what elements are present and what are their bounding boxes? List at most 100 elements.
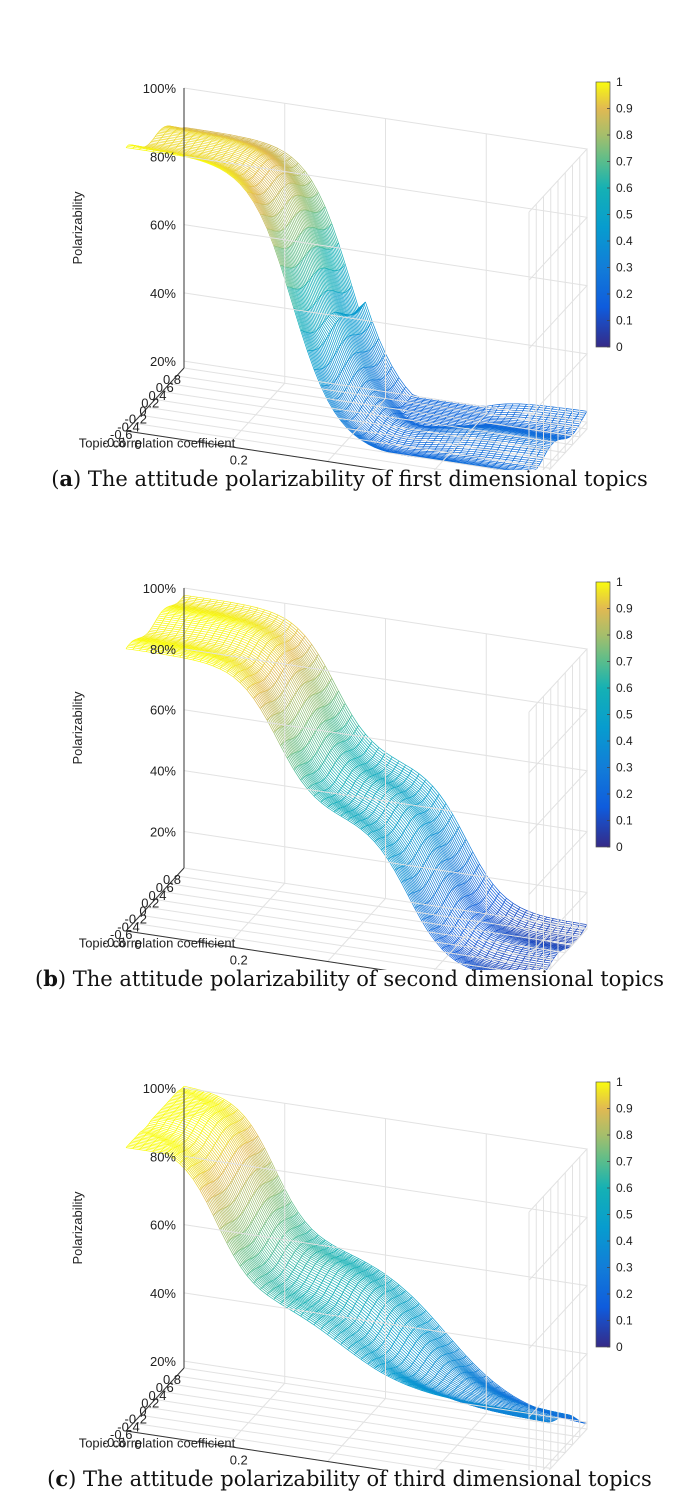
surface-mesh-line — [260, 144, 263, 146]
surface-mesh-line — [324, 367, 333, 384]
surface-mesh-line — [247, 191, 256, 203]
surface-mesh-line — [197, 156, 205, 159]
surface-mesh-line — [518, 449, 526, 452]
surface-mesh-line — [391, 423, 394, 426]
surface-mesh-line — [420, 410, 422, 413]
surface-mesh-line — [339, 292, 347, 316]
surface-mesh-line — [291, 182, 300, 196]
surface-mesh-line — [331, 329, 339, 349]
surface-mesh-line — [263, 161, 266, 164]
surface-mesh-line — [380, 359, 383, 362]
surface-mesh-line — [360, 424, 368, 432]
surface-mesh-line — [322, 247, 330, 270]
surface-mesh-line — [461, 450, 469, 452]
surface-mesh-line — [290, 287, 298, 310]
surface-mesh-line — [301, 259, 310, 281]
surface-mesh-line — [382, 357, 391, 371]
surface-mesh-line — [325, 365, 328, 367]
surface-mesh-line — [270, 182, 273, 185]
surface-mesh-line — [385, 375, 394, 387]
surface-mesh-line — [176, 137, 184, 139]
surface-mesh-line — [497, 449, 505, 451]
surface-mesh-line — [214, 155, 222, 159]
surface-mesh-line — [361, 305, 364, 308]
surface-mesh-line — [347, 289, 356, 313]
surface-mesh-line — [256, 158, 264, 164]
surface-mesh-line — [264, 190, 267, 192]
surface-mesh-line — [489, 429, 497, 432]
surface-mesh-line — [460, 417, 468, 420]
surface-mesh-line — [195, 132, 198, 134]
surface-mesh-line — [521, 431, 529, 434]
surface-mesh-line — [321, 267, 330, 291]
surface-mesh-line — [384, 445, 386, 447]
surface-mesh-line — [338, 373, 341, 376]
surface-mesh-line — [415, 415, 418, 418]
surface-mesh-line — [272, 199, 281, 213]
surface-mesh-line — [375, 417, 378, 420]
surface-mesh-line — [430, 401, 437, 403]
surface-mesh-line — [373, 345, 382, 362]
surface-mesh-line — [326, 336, 329, 339]
surface-mesh-line — [453, 409, 461, 411]
surface-mesh-line — [133, 145, 136, 148]
surface-mesh-line — [304, 228, 313, 249]
surface-mesh-line — [349, 356, 352, 359]
surface-mesh-line — [176, 135, 178, 138]
surface-mesh-line — [266, 173, 274, 182]
surface-mesh-line — [417, 406, 425, 409]
surface-mesh-line — [450, 420, 458, 423]
surface-mesh-line — [406, 409, 414, 412]
surface-mesh-line — [318, 269, 326, 292]
surface-mesh-line — [371, 444, 379, 449]
surface-mesh-line — [268, 170, 277, 179]
surface-mesh-line — [395, 420, 403, 425]
surface-mesh-line — [331, 270, 339, 293]
surface-mesh-line — [535, 424, 543, 426]
surface-mesh-line — [410, 414, 417, 417]
surface-mesh-line — [241, 183, 249, 193]
surface-mesh-line — [553, 437, 561, 440]
surface-mesh-line — [465, 454, 473, 456]
surface-mesh-line — [247, 179, 250, 181]
surface-mesh-line — [261, 214, 269, 230]
surface-mesh-line — [273, 158, 281, 166]
surface-mesh-line — [215, 136, 218, 138]
surface-mesh-line — [310, 306, 313, 309]
surface-mesh-line — [189, 148, 191, 151]
surface-mesh-line — [275, 197, 283, 210]
surface-mesh-line — [212, 146, 215, 150]
surface-mesh-line — [229, 134, 232, 137]
surface-mesh-line — [451, 418, 454, 420]
surface-mesh-line — [361, 434, 369, 441]
surface-mesh-line — [286, 267, 294, 289]
surface-mesh-line — [414, 455, 421, 457]
surface-mesh-line — [333, 356, 341, 374]
surface-mesh-line — [406, 440, 413, 443]
surface-mesh-line — [347, 405, 349, 408]
surface-mesh-line — [263, 148, 271, 153]
surface-mesh-line — [254, 185, 257, 187]
surface-mesh-line — [392, 437, 400, 441]
surface-mesh-line — [315, 300, 318, 303]
surface-mesh-line — [418, 404, 421, 406]
surface-mesh-line — [295, 309, 304, 332]
surface-mesh-line — [477, 464, 485, 467]
surface-mesh-line — [202, 133, 204, 135]
surface-mesh-line — [334, 245, 337, 248]
surface-mesh-line — [251, 153, 259, 158]
surface-mesh-line — [481, 411, 489, 414]
surface-mesh-line — [310, 180, 312, 183]
surface-mesh-line — [289, 182, 297, 196]
surface-mesh-line — [380, 411, 383, 414]
surface-mesh-line — [478, 445, 486, 447]
surface-mesh-line — [539, 451, 546, 454]
surface-mesh-line — [377, 379, 385, 391]
surface-mesh-line — [232, 138, 240, 141]
surface-mesh-line — [258, 202, 266, 216]
surface-mesh-line — [531, 464, 539, 467]
surface-mesh-line — [230, 165, 232, 168]
surface-mesh-line — [329, 315, 337, 323]
surface-mesh-line — [381, 409, 384, 412]
surface-mesh-line — [165, 125, 173, 128]
